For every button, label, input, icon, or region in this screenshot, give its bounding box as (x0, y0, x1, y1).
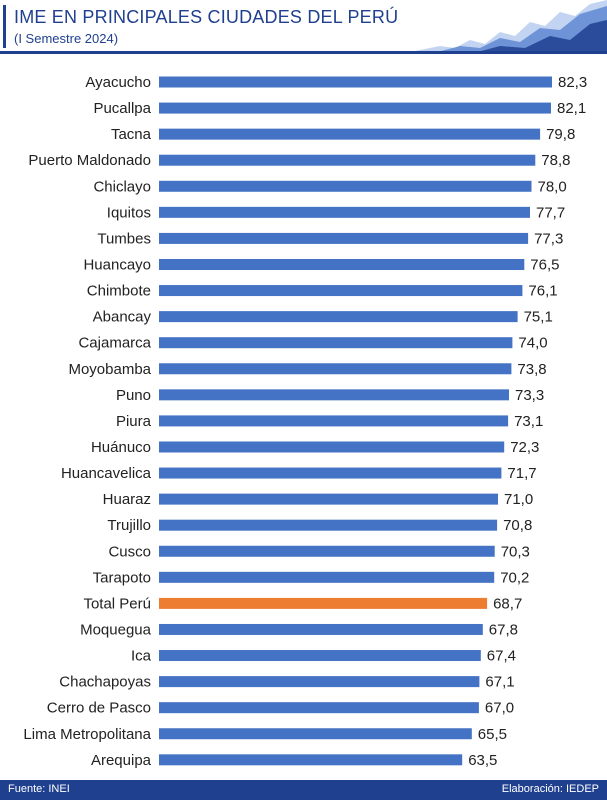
chart-subtitle: (I Semestre 2024) (14, 31, 119, 46)
category-label: Huancayo (83, 256, 151, 273)
category-label: Puerto Maldonado (28, 152, 151, 169)
chart-header: IME EN PRINCIPALES CIUDADES DEL PERÚ (I … (0, 0, 607, 54)
category-label: Ica (131, 648, 152, 665)
category-label: Trujillo (107, 517, 151, 534)
source-text: Fuente: INEI (8, 783, 70, 795)
category-label: Tumbes (97, 230, 151, 247)
footer-bar: Fuente: INEI Elaboración: IEDEP (0, 780, 607, 800)
bar (159, 206, 530, 218)
category-label: Moquegua (80, 621, 152, 638)
category-label: Cusco (108, 543, 151, 560)
value-label: 74,0 (518, 335, 547, 352)
value-label: 70,8 (503, 517, 532, 534)
bar (159, 467, 502, 479)
bar (159, 441, 505, 453)
value-label: 73,8 (517, 361, 546, 378)
bar (159, 754, 463, 766)
bar (159, 180, 532, 192)
chart-title: IME EN PRINCIPALES CIUDADES DEL PERÚ (14, 7, 399, 27)
bar (159, 363, 512, 375)
category-label: Arequipa (91, 752, 152, 769)
value-label: 71,7 (507, 465, 536, 482)
credit-text: Elaboración: IEDEP (501, 783, 599, 795)
category-label: Huancavelica (61, 465, 152, 482)
bar (159, 128, 541, 140)
bar (159, 415, 509, 427)
bar (159, 545, 495, 557)
value-label: 72,3 (510, 439, 539, 456)
value-label: 68,7 (493, 595, 522, 612)
value-label: 77,7 (536, 204, 565, 221)
value-label: 82,1 (557, 100, 586, 117)
category-label: Huaraz (103, 491, 151, 508)
bar-chart: Ayacucho 82,3 Pucallpa 82,1 Tacna 79,8 Puerto … (0, 60, 607, 780)
bar (159, 232, 529, 244)
bar (159, 389, 509, 401)
category-label: Puno (116, 387, 151, 404)
value-label: 67,4 (487, 648, 516, 665)
value-label: 78,8 (541, 152, 570, 169)
category-label: Chachapoyas (59, 674, 151, 691)
bar (159, 102, 551, 114)
category-label: Cerro de Pasco (47, 700, 151, 717)
value-label: 67,0 (485, 700, 514, 717)
title-accent-bar (3, 5, 6, 48)
category-label: Moyobamba (68, 361, 151, 378)
bar (159, 311, 518, 323)
value-label: 79,8 (546, 126, 575, 143)
category-label: Chimbote (87, 283, 151, 300)
value-label: 63,5 (468, 752, 497, 769)
category-label: Iquitos (107, 204, 151, 221)
value-label: 75,1 (524, 309, 553, 326)
value-label: 76,5 (530, 256, 559, 273)
bar (159, 337, 513, 349)
header-rule (0, 51, 607, 54)
category-label: Pucallpa (93, 100, 151, 117)
value-label: 78,0 (538, 178, 567, 195)
bar (159, 571, 495, 583)
category-label: Ayacucho (85, 74, 151, 91)
bar (159, 258, 525, 270)
bar (159, 154, 536, 166)
category-label: Chiclayo (93, 178, 151, 195)
bar (159, 702, 479, 714)
category-label: Tarapoto (93, 569, 151, 586)
category-label: Cajamarca (78, 335, 151, 352)
value-label: 82,3 (558, 74, 587, 91)
bar (159, 728, 472, 740)
bar (159, 493, 498, 505)
bar (159, 76, 552, 88)
category-label: Piura (116, 413, 152, 430)
bar (159, 623, 483, 635)
bar-chart-svg: Ayacucho 82,3 Pucallpa 82,1 Tacna 79,8 Puerto … (23, 74, 587, 769)
category-label: Huánuco (91, 439, 151, 456)
bar (159, 285, 523, 297)
category-label: Total Perú (83, 595, 151, 612)
bar (159, 519, 498, 531)
value-label: 70,3 (501, 543, 530, 560)
value-label: 67,1 (485, 674, 514, 691)
category-label: Tacna (111, 126, 152, 143)
mountains-decoration (400, 0, 607, 54)
bar (159, 650, 481, 662)
bar (159, 676, 480, 688)
category-label: Abancay (93, 309, 152, 326)
value-label: 67,8 (489, 621, 518, 638)
value-label: 73,3 (515, 387, 544, 404)
value-label: 71,0 (504, 491, 533, 508)
value-label: 76,1 (528, 283, 557, 300)
value-label: 77,3 (534, 230, 563, 247)
category-label: Lima Metropolitana (23, 726, 151, 743)
value-label: 73,1 (514, 413, 543, 430)
bar-highlight (159, 597, 488, 609)
value-label: 70,2 (500, 569, 529, 586)
value-label: 65,5 (478, 726, 507, 743)
